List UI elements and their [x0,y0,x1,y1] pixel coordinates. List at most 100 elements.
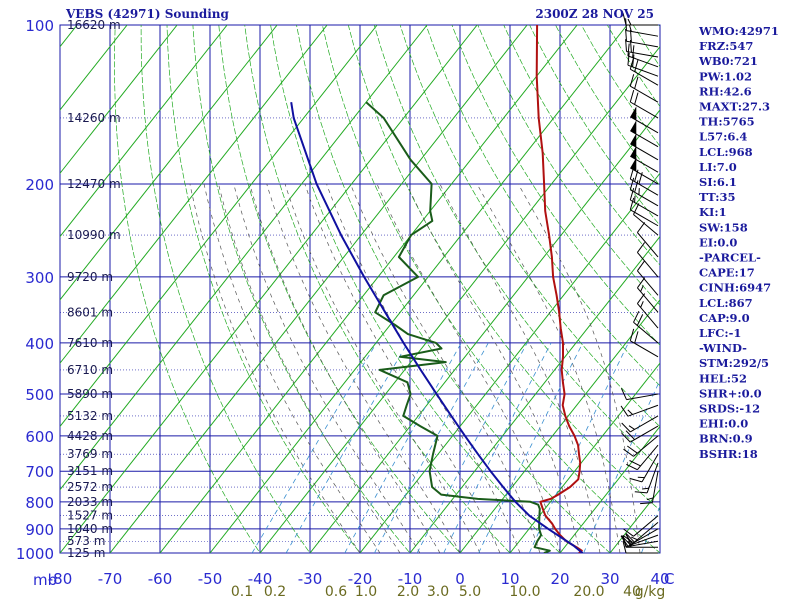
wind-barb-feather [625,28,627,42]
wind-barb-feather [627,445,638,454]
sounding-index: -PARCEL- [699,251,761,265]
height-label: 125 m [67,546,105,560]
dry-adiabat-line [296,25,611,553]
station-title: VEBS (42971) Sounding [65,7,230,21]
isotherm-line [309,109,660,553]
wind-barb-feather [629,24,632,32]
wind-barb-staff [626,40,659,48]
wind-barb-feather [623,448,634,457]
mixing-ratio-label: 0.2 [264,584,286,600]
wind-barb [630,106,659,134]
wind-barb [623,515,659,537]
wind-barb-feather [620,405,629,417]
parcel-trace [290,102,584,553]
isotherm-line [109,25,528,553]
dry-adiabat-line [218,25,461,553]
sounding-traces [290,25,584,553]
wind-barb-feather [629,177,635,190]
wind-barb-staff [630,199,659,217]
wind-barb-staff [651,471,659,503]
isotherm-line [60,25,428,491]
height-label: 4428 m [67,429,113,443]
wind-barb-staff [627,534,659,547]
sounding-index: KI:1 [699,205,727,219]
dry-adiabat-line [451,25,660,346]
wind-barb [620,404,659,417]
temperature-tick-label: 20 [550,570,569,588]
wind-barb-staff [626,30,659,37]
dry-adiabat-line [270,25,561,553]
wind-barb-staff [627,404,659,417]
wind-barb [629,89,659,119]
wind-barb-staff [626,540,659,548]
pressure-tick-label: 700 [25,463,54,481]
wind-barb-feather [636,314,644,326]
sounding-index: STM:292/5 [699,356,769,370]
temperature-tick-label: -80 [48,570,73,588]
wind-barb-feather [629,89,635,103]
temperature-tick-label: -30 [298,570,323,588]
wind-barb-feather [625,533,635,543]
wind-barb [621,425,659,443]
height-label: 6710 m [67,363,113,377]
wind-barb-pennant [630,157,637,172]
mixing-ratio-line [583,379,660,553]
sounding-index: TT:35 [699,190,736,204]
wind-barb-feather [621,535,631,546]
mixing-ratio-label: 0.6 [325,584,347,600]
moist-adiabat-line [406,183,581,553]
dry-adiabat-line [477,25,660,306]
moist-adiabat-line [218,183,401,553]
wind-barb-feather [629,187,635,201]
wind-barb-feather [636,242,646,253]
temperature-axis-label: C [664,570,674,588]
sounding-index: SW:158 [699,220,748,234]
sounding-index: SHR+:0.0 [699,386,762,400]
dry-adiabat-line [140,25,311,553]
dry-adiabat-line [244,25,511,553]
isotherm-line [60,25,178,175]
wind-barb-staff [637,444,659,471]
temperature-tick-label: -10 [398,570,423,588]
wind-barb-feather [629,478,643,483]
wind-barb-feather [621,432,631,443]
wind-barb [622,540,658,554]
wind-barb-staff [641,453,659,483]
wind-barb-staff [630,101,659,119]
wind-barb-pennant [630,106,637,121]
dry-adiabat-line [114,25,261,553]
wind-barb-feather [627,52,630,66]
wind-barb-feather [640,301,644,308]
wind-barb [636,222,659,258]
sounding-index: BSHR:18 [699,447,758,461]
sounding-index: PW:1.02 [699,69,752,83]
wind-barb [636,260,659,296]
wind-barb [627,43,659,68]
wind-barb-staff [627,64,659,77]
temperature-tick-label: 0 [455,570,465,588]
pressure-axis-label: mb [33,571,57,589]
wind-barb [634,462,659,494]
pressure-tick-label: 900 [25,521,54,539]
height-label: 1040 m [67,522,113,536]
height-label: 573 m [67,534,105,548]
pressure-tick-label: 500 [25,386,54,404]
wind-barb-staff [637,270,659,296]
wind-barb-feather [636,260,646,272]
mixing-ratio-label: 40 [623,584,641,600]
wind-barb [640,471,659,505]
sounding-index: CAPE:17 [699,266,755,280]
wind-barb [629,74,659,103]
pressure-tick-label: 200 [25,176,54,194]
sounding-index: -WIND- [699,341,747,355]
isotherm-line [359,172,660,553]
wind-barb-staff [646,462,659,494]
pressure-tick-label: 800 [25,494,54,512]
wind-barb-pennant [630,145,637,160]
height-label: 5890 m [67,387,113,401]
wind-barb [620,388,659,401]
wind-barb-feather [634,331,639,344]
wind-barb-feather [636,277,646,289]
height-label: 5132 m [67,409,113,423]
wind-barb-staff [630,85,659,103]
